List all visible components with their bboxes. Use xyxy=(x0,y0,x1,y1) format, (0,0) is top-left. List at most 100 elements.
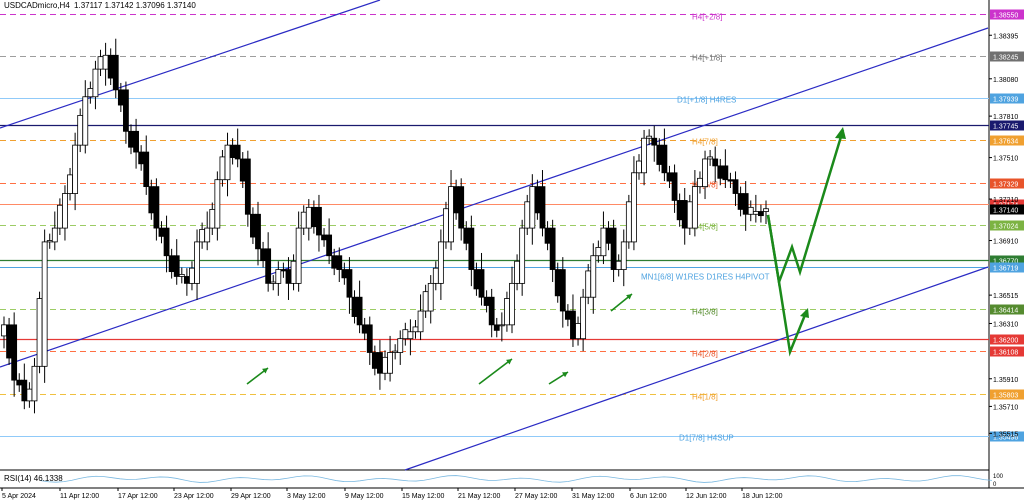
rsi-level-label: 100 xyxy=(993,474,1004,480)
rsi-line xyxy=(39,475,993,483)
candle-body-bear xyxy=(610,227,617,270)
candle-body-bull xyxy=(41,241,48,367)
candle-body-bull xyxy=(1,324,7,337)
candle-body-bull xyxy=(275,269,282,284)
x-tick-label: 18 Jun 12:00 xyxy=(742,493,783,500)
candle-body xyxy=(636,160,642,174)
level-label: H4[7/8] xyxy=(692,138,718,147)
current-price-tag xyxy=(990,204,1024,215)
candle-body-bear xyxy=(163,227,170,257)
price-tag xyxy=(990,334,1024,345)
candle-body xyxy=(656,144,663,165)
candle-body xyxy=(351,296,358,317)
candle-body-bull xyxy=(51,227,58,243)
price-tag-text: 1.36770 xyxy=(993,259,1018,266)
candle-body-bear xyxy=(234,144,241,160)
candle-body-bear xyxy=(671,172,678,201)
channel-middle xyxy=(0,27,989,368)
level-label: D1[7/8] H4SUP xyxy=(679,434,734,443)
candle-body xyxy=(625,201,632,243)
price-tag xyxy=(990,346,1024,357)
y-tick-label: 1.37510 xyxy=(993,156,1018,163)
candle-body-bull xyxy=(204,227,211,243)
candle-body-bear xyxy=(244,158,251,215)
arrow-shaft xyxy=(478,358,513,385)
candle-body xyxy=(697,177,703,188)
candle-body-bear xyxy=(356,296,363,326)
candle-body xyxy=(310,206,317,228)
candle-body-bear xyxy=(143,151,150,188)
y-tick-label: 1.35710 xyxy=(993,404,1018,411)
candle-body-bear xyxy=(123,89,129,132)
candle-body-bull xyxy=(407,331,414,340)
candle-body xyxy=(392,350,399,353)
candle-body xyxy=(534,186,541,214)
candle-body-bull xyxy=(641,137,647,174)
candle-body-bull xyxy=(498,324,505,327)
candle-body xyxy=(686,201,693,229)
candle-body xyxy=(189,267,195,284)
candle-body-bull xyxy=(590,255,597,298)
candle-body-bear xyxy=(285,269,292,284)
candle-body xyxy=(270,281,277,284)
arrow-head xyxy=(562,372,568,378)
candle-body xyxy=(280,269,287,272)
candle-body xyxy=(747,206,754,215)
candle-body xyxy=(219,156,226,181)
candle-body-bear xyxy=(183,276,190,284)
level-label: H4[+1/8] xyxy=(692,54,722,63)
candle-body xyxy=(341,269,348,279)
candle-body-bull xyxy=(437,241,444,284)
candle-body-bear xyxy=(153,186,160,229)
candle-body xyxy=(615,260,622,270)
candle-body xyxy=(138,151,145,165)
candle-body xyxy=(554,269,561,297)
candle-body xyxy=(229,144,236,158)
candle-body xyxy=(158,227,165,237)
candle-body-bear xyxy=(681,200,688,229)
rsi-level-label: 0 xyxy=(993,482,997,488)
price-tag-text: 1.36719 xyxy=(993,266,1018,273)
candle-body-bear xyxy=(11,324,18,381)
candle-body-bull xyxy=(224,144,231,181)
candle-body xyxy=(148,186,155,214)
x-tick-label: 29 Apr 12:00 xyxy=(231,493,271,500)
candle-body-bull xyxy=(519,227,526,284)
candle-body-bear xyxy=(133,130,139,153)
level-label: H4[+2/8] xyxy=(692,13,722,22)
candle-body xyxy=(564,310,571,320)
candle-body-bull xyxy=(72,144,79,194)
channel-lower xyxy=(404,266,989,471)
candle-body-bull xyxy=(92,68,99,98)
candle-body xyxy=(209,209,216,229)
candle-body xyxy=(544,227,551,244)
level-label: H4[3/8] xyxy=(692,308,718,317)
x-tick-label: 15 May 12:00 xyxy=(402,493,445,500)
chart-ohlc: 1.37117 1.37142 1.37096 1.37140 xyxy=(74,1,196,10)
projection-down-head xyxy=(800,308,809,318)
candle-body-bear xyxy=(559,269,566,312)
level-label: MN1[6/8] W1RES D1RES H4PIVOT xyxy=(641,273,770,282)
candle-body-bear xyxy=(539,186,546,229)
candle-body xyxy=(473,269,480,290)
candle-body xyxy=(514,260,520,284)
candle-body-bear xyxy=(712,158,719,167)
x-tick-label: 3 May 12:00 xyxy=(287,493,326,500)
signal-arrows xyxy=(246,293,633,385)
price-tag-text: 1.37745 xyxy=(993,124,1018,131)
candle-body xyxy=(250,213,256,238)
y-tick-label: 1.36310 xyxy=(993,321,1018,328)
chart-symbol: USDCADmicro,H4 xyxy=(4,1,70,10)
y-tick-label: 1.37210 xyxy=(993,197,1018,204)
price-tag-text: 1.37024 xyxy=(993,224,1018,231)
x-tick-label: 11 Apr 12:00 xyxy=(60,493,99,500)
candle-body xyxy=(422,291,429,312)
candle-body-bull xyxy=(620,241,627,270)
candle-body xyxy=(605,227,612,244)
candle-body xyxy=(290,260,297,284)
price-tag-text: 1.37939 xyxy=(993,97,1018,104)
x-tick-label: 23 Apr 12:00 xyxy=(174,493,214,500)
candle-body xyxy=(36,298,43,367)
